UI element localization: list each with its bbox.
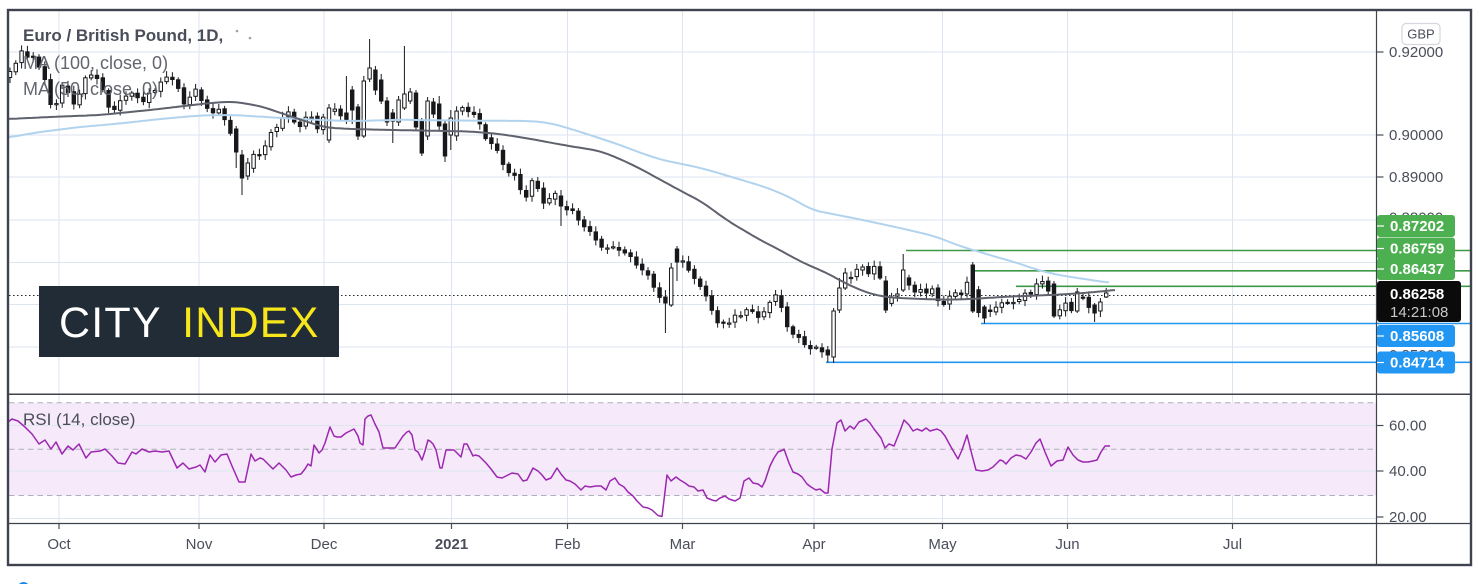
svg-text:Feb: Feb xyxy=(555,536,581,553)
svg-text:40.00: 40.00 xyxy=(1389,463,1427,480)
svg-text:RSI (14, close): RSI (14, close) xyxy=(23,410,135,429)
svg-text:60.00: 60.00 xyxy=(1389,418,1427,435)
svg-text:14:21:08: 14:21:08 xyxy=(1390,304,1448,321)
svg-text:MA (50, close, 0): MA (50, close, 0) xyxy=(23,79,158,99)
svg-text:Mar: Mar xyxy=(670,536,696,553)
svg-text:Euro / British Pound, 1D,: Euro / British Pound, 1D, xyxy=(23,26,223,45)
svg-text:2021: 2021 xyxy=(435,536,468,553)
svg-text:0.90000: 0.90000 xyxy=(1389,127,1443,144)
svg-text:20.00: 20.00 xyxy=(1389,509,1427,526)
svg-text:MA (100, close, 0): MA (100, close, 0) xyxy=(23,53,168,73)
svg-text:0.85608: 0.85608 xyxy=(1390,328,1444,345)
svg-text:0.92000: 0.92000 xyxy=(1389,44,1443,61)
svg-text:GBP: GBP xyxy=(1407,27,1434,42)
svg-text:Jul: Jul xyxy=(1223,536,1242,553)
svg-text:0.86759: 0.86759 xyxy=(1390,241,1444,258)
svg-text:Jun: Jun xyxy=(1055,536,1079,553)
svg-text:Dec: Dec xyxy=(311,536,338,553)
svg-text:Oct: Oct xyxy=(47,536,71,553)
svg-text:0.84714: 0.84714 xyxy=(1390,355,1445,372)
svg-text:0.86437: 0.86437 xyxy=(1390,261,1444,278)
svg-text:May: May xyxy=(928,536,957,553)
svg-text:0.89000: 0.89000 xyxy=(1389,169,1443,186)
svg-text:Nov: Nov xyxy=(186,536,213,553)
svg-text:Apr: Apr xyxy=(802,536,825,553)
svg-text:0.86258: 0.86258 xyxy=(1390,286,1444,303)
svg-text:CITY INDEX: CITY INDEX xyxy=(59,299,320,347)
svg-text:0.87202: 0.87202 xyxy=(1390,218,1444,235)
